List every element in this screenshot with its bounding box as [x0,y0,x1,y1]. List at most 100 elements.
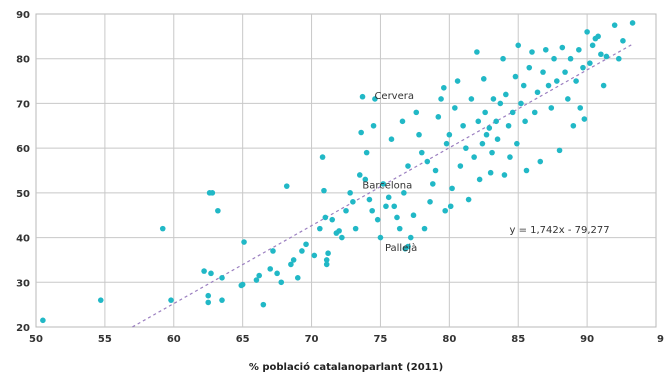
data-point [576,46,582,53]
data-point [336,228,342,234]
data-point [584,29,590,35]
data-point [405,243,411,250]
data-point [388,136,395,142]
data-point [554,78,560,84]
data-point [545,82,552,89]
data-point [339,234,345,241]
data-point [556,147,563,154]
data-point [399,118,406,125]
data-point [565,96,571,102]
data-point [270,248,276,254]
data-point [460,122,466,129]
data-point [482,109,488,116]
data-point [551,55,557,62]
data-point [487,169,494,176]
data-point [418,149,425,156]
data-point [374,216,381,223]
data-point [446,131,453,138]
data-point [570,122,577,129]
y-tick-label: 70 [16,99,30,110]
data-point [424,158,431,165]
data-point [529,49,535,55]
data-point [201,268,207,274]
data-point [366,196,373,203]
data-point [540,69,546,75]
data-point [323,261,330,268]
y-axis-ticks: 20 30 40 50 60 70 80 90 [16,10,30,334]
data-point [396,225,403,232]
data-point [548,105,555,111]
data-point [526,64,533,71]
x-axis-ticks: 50 55 60 65 70 75 80 85 90 9 [29,334,664,345]
data-point [260,301,267,308]
data-point [416,131,422,138]
data-point [394,214,400,221]
x-tick-label: 80 [442,334,456,345]
data-point [573,78,579,84]
data-point [611,22,618,28]
x-axis-label: % població catalanoparlant (2011) [249,361,443,373]
data-point [407,234,414,241]
data-point [534,89,541,96]
x-tick-label: 90 [580,334,594,345]
y-tick-label: 30 [16,278,30,289]
data-point [489,149,495,156]
data-point [603,53,610,60]
data-point [629,20,636,26]
data-point [205,292,212,299]
plot-area [35,13,657,328]
data-point [359,93,366,100]
data-point [383,203,389,210]
data-point [531,109,538,116]
x-tick-label: 9 [657,334,664,345]
data-point [468,96,475,102]
data-point [219,275,225,281]
data-point [490,96,497,102]
data-point [238,282,245,289]
annotation-label: Pallejà [385,242,417,254]
x-tick-label: 75 [373,334,387,345]
data-point [443,140,450,147]
data-point [356,172,363,178]
data-point [512,73,519,80]
data-point [352,225,359,232]
data-point [493,118,499,125]
data-point [486,125,493,131]
data-point [290,257,297,263]
data-point [372,96,378,102]
y-tick-label: 80 [16,55,30,66]
data-point [580,64,586,71]
data-point [463,145,469,151]
data-point [475,118,482,125]
data-point [303,241,309,248]
data-point [595,33,601,40]
data-point [465,196,472,203]
data-point [515,42,522,49]
data-point [350,199,356,205]
data-point [241,239,247,245]
data-point [483,131,490,138]
data-point [600,82,607,89]
data-point [494,136,501,142]
data-point [474,49,480,55]
data-point [219,297,225,303]
x-tick-label: 50 [29,334,43,345]
data-point [514,140,520,147]
data-point [347,190,353,196]
data-point [509,109,516,116]
y-tick-label: 60 [16,144,30,155]
data-point [497,100,504,107]
data-point [559,44,566,51]
data-point [40,317,46,324]
x-tick-label: 85 [511,334,525,345]
data-point [343,207,349,214]
data-point [435,114,442,120]
data-point [427,199,433,205]
annotations: Cervera Barcelona Pallejà y = 1,742x - 79,2… [362,91,609,254]
data-point [503,91,509,98]
data-point [299,248,305,254]
data-point [97,297,104,303]
x-tick-label: 60 [167,334,181,345]
data-point [518,100,524,107]
